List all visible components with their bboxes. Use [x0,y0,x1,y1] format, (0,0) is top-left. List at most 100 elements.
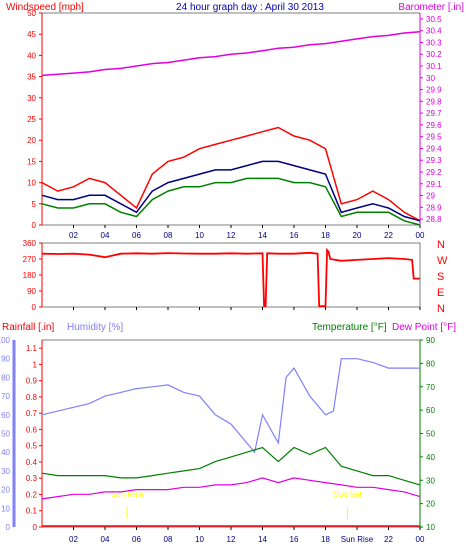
temperature-tick-label: 80 [426,359,435,368]
x-tick-label: 08 [164,231,173,240]
rainfall-tick-label: 1.1 [26,344,38,353]
humidity-tick-label: 90 [1,355,10,364]
temperature-tick-label: 50 [426,430,435,439]
x-tick-label: 22 [384,535,393,544]
rainfall-tick-label: 0.8 [26,393,38,402]
series-dew-point [41,477,421,500]
barometer-tick-label: 30.5 [426,15,442,24]
x-tick-label: 10 [195,231,204,240]
barometer-tick-label: 30.1 [426,62,442,71]
temperature-tick-label: 10 [426,523,435,532]
x-tick-label: 06 [132,231,141,240]
series-humidity [41,358,420,454]
rainfall-tick-label: 0.2 [26,490,38,499]
compass-label: N [437,239,445,251]
barometer-tick-label: 30.4 [426,27,442,36]
windspeed-tick-label: 50 [27,9,36,18]
temperature-tick-label: 90 [426,336,435,345]
barometer-tick-label: 30.3 [426,38,442,47]
x-tick-label: 12 [227,231,236,240]
direction-tick-label: 270 [23,255,37,264]
barometer-tick-label: 29.7 [426,109,442,118]
windspeed-tick-label: 40 [27,51,36,60]
compass-label: N [437,303,445,315]
barometer-tick-label: 29.4 [426,144,442,153]
x-tick-label: Sun Rise [341,535,374,544]
barometer-tick-label: 29.9 [426,86,442,95]
rainfall-tick-label: 0 [33,523,38,532]
x-tick-label: 08 [164,535,173,544]
direction-tick-label: 180 [23,271,37,280]
direction-tick-label: 360 [23,239,37,248]
windspeed-tick-label: 0 [32,221,37,230]
windspeed-tick-label: 30 [27,94,36,103]
rainfall-tick-label: 0.7 [26,409,38,418]
x-tick-label: 20 [353,231,362,240]
humidity-tick-label: 80 [1,373,10,382]
humidity-tick-label: 70 [1,392,10,401]
wind-barometer-panel: 0 5 10 15 20 25 30 35 40 45 50 28.8 28.9 29 29.1 29.2 29… [27,9,442,240]
rainfall-tick-label: 0.5 [26,442,38,451]
compass-label: W [437,255,448,267]
series-speed [41,177,421,226]
x-tick-label: 18 [321,535,330,544]
humidity-tick-label: 40 [1,448,10,457]
barometer-tick-label: 29 [426,192,435,201]
windspeed-tick-label: 20 [27,136,36,145]
series-barometer [41,31,421,77]
series-temperature [41,446,421,486]
temperature-tick-label: 40 [426,453,435,462]
barometer-tick-label: 29.1 [426,180,442,189]
x-tick-label: 22 [384,231,393,240]
humidity-axis-label: Humidity [%] [67,322,123,333]
rainfall-tick-label: 0.9 [26,377,38,386]
rainfall-tick-label: 0.3 [26,474,38,483]
series-gust [41,126,421,222]
plot-area [41,339,421,528]
x-tick-label: 04 [101,535,110,544]
barometer-tick-label: 28.9 [426,203,442,212]
x-tick-label: 18 [321,231,330,240]
series-wind-direction [41,247,420,308]
x-tick-label: 02 [69,535,78,544]
barometer-tick-label: 29.8 [426,97,442,106]
rainfall-tick-label: 1 [33,360,38,369]
rainfall-tick-label: 0.6 [26,425,38,434]
temperature-axis-label: Temperature [°F] [312,322,387,333]
windspeed-tick-label: 15 [27,157,36,166]
x-tick-label: 12 [227,535,236,544]
windspeed-tick-label: 25 [27,115,36,124]
sun-marker-label: Sun Rise [111,490,144,499]
x-tick-label: 02 [69,231,78,240]
chart-title: 24 hour graph day : April 30 2013 [176,2,324,13]
x-tick-label: 14 [258,535,267,544]
windspeed-tick-label: 5 [32,200,37,209]
x-tick-label: 00 [416,231,425,240]
sun-marker-label: Sun Set [333,490,362,499]
humidity-tick-label: 100 [0,336,11,345]
x-tick-label: 06 [132,535,141,544]
x-tick-label: 04 [101,231,110,240]
x-tick-label: 14 [258,231,267,240]
humidity-tick-label: 60 [1,411,10,420]
barometer-axis-label: Barometer [.in] [398,2,464,13]
windspeed-tick-label: 10 [27,179,36,188]
temperature-tick-label: 20 [426,500,435,509]
barometer-tick-label: 29.6 [426,121,442,130]
humidity-tick-label: 50 [1,430,10,439]
barometer-tick-label: 29.2 [426,168,442,177]
rainfall-tick-label: 0.4 [26,458,38,467]
x-tick-label: 10 [195,535,204,544]
barometer-tick-label: 30 [426,74,435,83]
windspeed-tick-label: 35 [27,73,36,82]
rain-humidity-temp-panel: 010203040506070809010000.10.20.30.40.50.… [0,336,435,544]
x-tick-label: 16 [290,231,299,240]
barometer-tick-label: 30.2 [426,50,442,59]
direction-tick-label: 0 [32,303,37,312]
direction-tick-label: 90 [27,287,36,296]
humidity-tick-label: 10 [1,504,10,513]
compass-label: S [437,271,444,283]
rainfall-axis-label: Rainfall [.in] [2,322,54,333]
barometer-tick-label: 29.3 [426,156,442,165]
